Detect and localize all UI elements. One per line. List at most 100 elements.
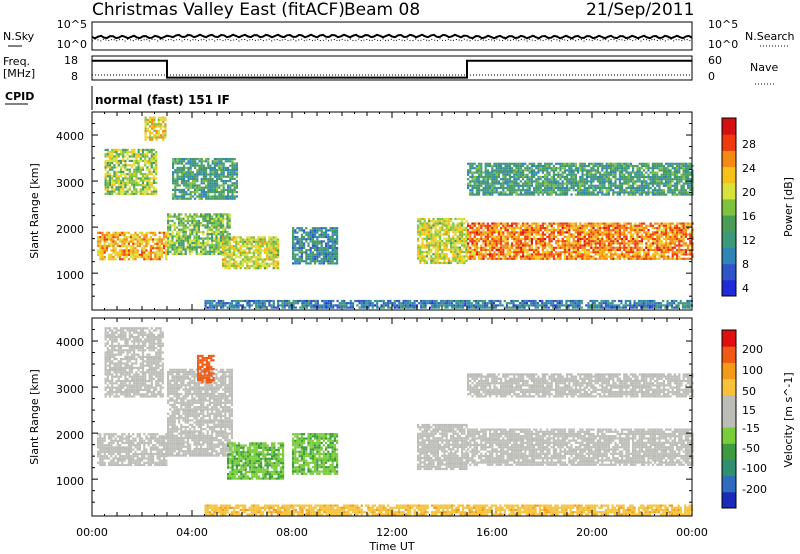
heatmap-cell <box>594 162 597 165</box>
heatmap-cell <box>581 175 584 179</box>
heatmap-cell <box>152 159 156 162</box>
heatmap-cell <box>634 257 637 260</box>
heatmap-cell <box>423 246 426 249</box>
heatmap-cell <box>676 231 679 234</box>
heatmap-cell <box>502 251 505 254</box>
heatmap-cell <box>473 184 476 187</box>
heatmap-cell <box>244 256 247 259</box>
heatmap-cell <box>145 233 148 237</box>
heatmap-cell <box>130 151 134 154</box>
heatmap-cell <box>215 239 218 242</box>
heatmap-cell <box>191 230 194 234</box>
heatmap-cell <box>489 246 492 249</box>
heatmap-cell <box>305 238 308 241</box>
heatmap-cell <box>588 237 591 241</box>
heatmap-cell <box>169 226 172 229</box>
heatmap-cell <box>563 255 566 258</box>
heatmap-cell <box>596 164 599 168</box>
heatmap-cell <box>441 239 444 243</box>
heatmap-cell <box>566 248 569 252</box>
heatmap-cell <box>689 222 692 225</box>
heatmap-cell <box>495 229 498 232</box>
heatmap-cell <box>228 240 231 243</box>
heatmap-cell <box>193 219 196 223</box>
heatmap-cell <box>559 222 562 225</box>
heatmap-cell <box>204 252 207 256</box>
heatmap-cell <box>495 189 498 192</box>
heatmap-cell <box>119 258 122 261</box>
heatmap-cell <box>463 250 466 254</box>
heatmap-cell <box>257 260 260 263</box>
heatmap-cell <box>484 173 487 176</box>
heatmap-cell <box>272 247 275 250</box>
heatmap-cell <box>486 242 489 245</box>
heatmap-cell <box>590 229 593 232</box>
heatmap-cell <box>475 182 478 185</box>
heatmap-cell <box>645 242 648 245</box>
heatmap-cell <box>207 160 210 163</box>
heatmap-cell <box>673 257 676 260</box>
heatmap-cell <box>651 240 654 243</box>
heatmap-cell <box>471 173 474 176</box>
heatmap-cell <box>524 242 527 245</box>
heatmap-cell <box>469 189 472 192</box>
heatmap-cell <box>497 222 500 225</box>
heatmap-cell <box>561 191 564 194</box>
heatmap-cell <box>314 253 317 256</box>
heatmap-cell <box>171 241 174 245</box>
heatmap-cell <box>206 213 209 216</box>
heatmap-cell <box>116 231 119 234</box>
heatmap-cell <box>665 244 668 247</box>
heatmap-cell <box>530 184 533 187</box>
heatmap-cell <box>167 219 170 223</box>
heatmap-cell <box>471 237 474 241</box>
heatmap-cell <box>149 236 152 239</box>
heatmap-cell <box>568 244 571 247</box>
heatmap-cell <box>439 248 442 251</box>
heatmap-cell <box>680 240 683 243</box>
heatmap-cell <box>152 168 156 171</box>
heatmap-cell <box>471 167 474 170</box>
heatmap-cell <box>583 231 586 234</box>
heatmap-cell <box>513 182 516 185</box>
heatmap-cell <box>607 173 610 176</box>
heatmap-cell <box>579 189 582 192</box>
heatmap-cell <box>185 191 188 194</box>
heatmap-cell <box>572 222 575 225</box>
heatmap-cell <box>208 248 211 251</box>
heatmap-cell <box>651 237 654 241</box>
heatmap-cell <box>298 249 301 252</box>
heatmap-cell <box>106 159 109 162</box>
heatmap-cell <box>158 249 161 252</box>
heatmap-cell <box>640 257 643 260</box>
freq-label: Freq. <box>3 55 30 68</box>
heatmap-cell <box>259 256 262 259</box>
heatmap-cell <box>180 252 183 256</box>
heatmap-cell <box>126 192 129 195</box>
heatmap-cell <box>428 226 431 229</box>
heatmap-cell <box>157 136 160 139</box>
heatmap-cell <box>662 226 665 230</box>
heatmap-cell <box>651 255 654 258</box>
heatmap-cell <box>572 175 575 179</box>
heatmap-cell <box>482 180 485 183</box>
heatmap-cell <box>495 237 498 241</box>
heatmap-cell <box>680 231 683 234</box>
heatmap-cell <box>135 188 138 191</box>
heatmap-cell <box>513 253 516 256</box>
heatmap-cell <box>336 255 339 258</box>
heatmap-cell <box>154 233 157 237</box>
heatmap-cell <box>517 164 520 168</box>
heatmap-cell <box>643 226 646 230</box>
heatmap-cell <box>244 258 247 261</box>
heatmap-cell <box>148 116 152 119</box>
heatmap-cell <box>252 238 255 241</box>
heatmap-cell <box>489 231 492 234</box>
heatmap-cell <box>108 173 112 176</box>
heatmap-cell <box>333 262 336 265</box>
heatmap-cell <box>211 160 214 163</box>
heatmap-cell <box>517 226 520 230</box>
heatmap-cell <box>434 250 437 254</box>
heatmap-cell <box>599 189 602 192</box>
heatmap-cell <box>200 222 203 225</box>
